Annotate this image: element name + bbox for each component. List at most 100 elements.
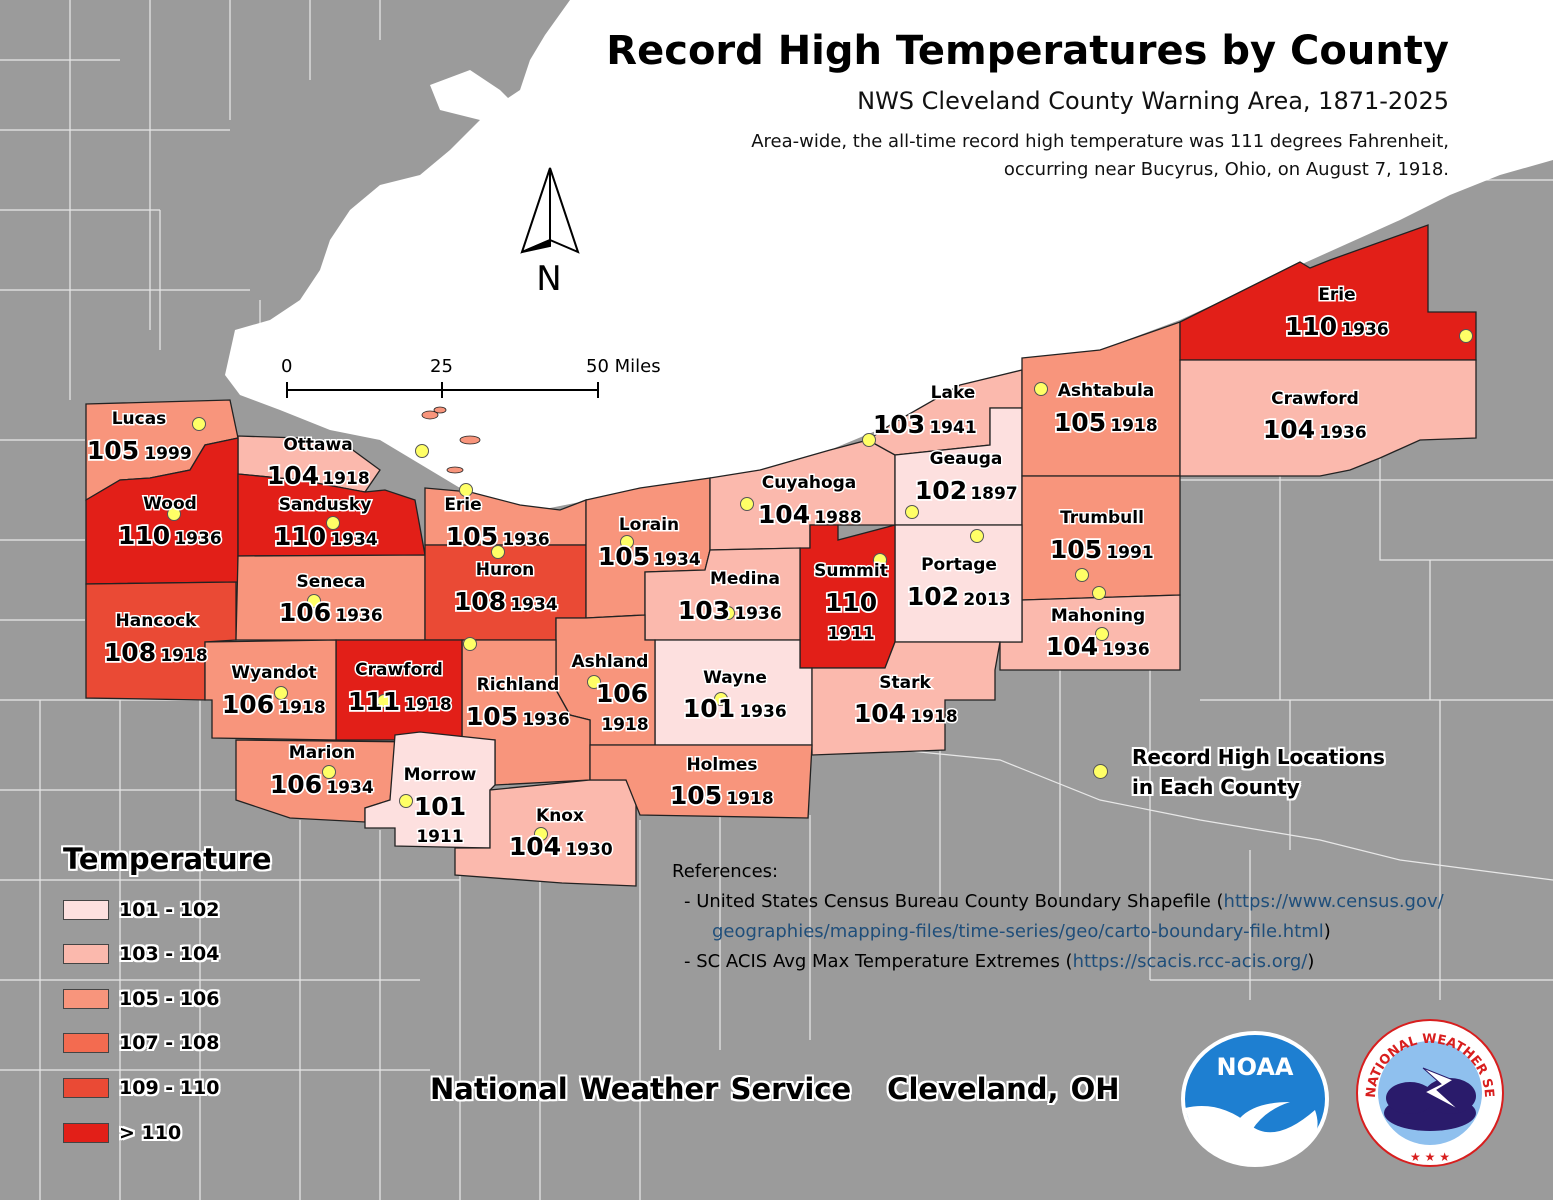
label-year-cuyahoga: 1988: [814, 508, 861, 528]
legend-swatch: [63, 1033, 109, 1053]
label-name-hancock: Hancock: [116, 611, 198, 631]
label-temp-wyandot: 106: [222, 690, 274, 719]
label-year-knox: 1930: [565, 840, 612, 860]
label-name-crawford-oh: Crawford: [355, 660, 443, 680]
label-temp-summit: 110: [825, 588, 877, 617]
legend-item: 101 - 102: [63, 899, 219, 921]
legend-label: 109 - 110: [119, 1077, 220, 1099]
label-year-ottawa: 1918: [322, 469, 369, 489]
label-name-ottawa: Ottawa: [283, 435, 352, 455]
label-name-erie-oh: Erie: [444, 495, 481, 515]
label-name-wood: Wood: [143, 494, 197, 514]
label-year-crawford-oh: 1918: [404, 695, 451, 715]
nws-logo: NATIONAL WEATHER SERVICE ★ ★ ★: [1355, 1018, 1504, 1167]
label-temp-ottawa: 104: [267, 461, 319, 490]
label-temp-lucas: 105: [87, 436, 139, 465]
label-year-erie-oh: 1936: [502, 530, 549, 550]
label-name-richland: Richland: [477, 675, 560, 695]
legend-item: > 110: [63, 1122, 181, 1144]
legend-swatch: [63, 944, 109, 964]
point-legend-line1: Record High Locations: [1132, 745, 1385, 769]
label-temp-trumbull: 105: [1050, 535, 1102, 564]
record-points: [167, 329, 1473, 841]
label-name-wyandot: Wyandot: [231, 663, 316, 683]
label-name-marion: Marion: [289, 743, 355, 763]
label-year-ashtabula: 1918: [1110, 416, 1157, 436]
legend-label: > 110: [119, 1122, 182, 1144]
noaa-logo-text: NOAA: [1217, 1053, 1294, 1081]
record-note-line1: Area-wide, the all-time record high temp…: [751, 131, 1449, 152]
label-temp-cuyahoga: 104: [758, 500, 810, 529]
label-year-crawford-pa: 1936: [1319, 423, 1366, 443]
scale-label-25: 25: [430, 356, 453, 377]
legend-item: 107 - 108: [63, 1032, 219, 1054]
label-temp-crawford-pa: 104: [1263, 415, 1315, 444]
census-link[interactable]: https://www.census.gov/: [1223, 891, 1444, 912]
county-wyandot: [204, 639, 337, 741]
label-name-erie-pa: Erie: [1318, 285, 1355, 305]
map-title: Record High Temperatures by County: [606, 28, 1449, 74]
label-name-seneca: Seneca: [297, 572, 366, 592]
label-year-seneca: 1936: [335, 606, 382, 626]
label-year-wyandot: 1918: [278, 698, 325, 718]
acis-link[interactable]: https://scacis.rcc-acis.org/: [1072, 951, 1308, 972]
legend-swatch: [63, 989, 109, 1009]
label-name-portage: Portage: [921, 555, 997, 575]
label-temp-geauga: 102: [915, 476, 967, 505]
label-name-lucas: Lucas: [112, 409, 167, 429]
label-year-lorain: 1934: [653, 550, 700, 570]
references: References: - United States Census Burea…: [672, 857, 1444, 977]
label-name-morrow: Morrow: [404, 765, 477, 785]
label-temp-lorain: 105: [598, 542, 650, 571]
label-name-mahoning: Mahoning: [1051, 606, 1145, 626]
lake-erie: [225, 0, 1553, 510]
label-name-knox: Knox: [536, 806, 584, 826]
label-name-wayne: Wayne: [703, 668, 767, 688]
county-labels: Lucas 105 1999 Ottawa 104 1918 Wood 110 …: [85, 284, 1390, 863]
islands: [421, 406, 481, 474]
label-temp-marion: 106: [270, 770, 322, 799]
label-temp-hancock: 108: [104, 638, 156, 667]
census-link-cont[interactable]: geographies/mapping-files/time-series/ge…: [712, 921, 1324, 942]
label-name-ashtabula: Ashtabula: [1058, 381, 1155, 401]
label-name-holmes: Holmes: [686, 755, 757, 775]
label-year-huron: 1934: [510, 595, 557, 615]
record-note: Area-wide, the all-time record high temp…: [689, 128, 1449, 184]
label-year-medina: 1936: [734, 604, 781, 624]
label-temp-lake: 103: [873, 410, 925, 439]
label-year-erie-pa: 1936: [1341, 320, 1388, 340]
reference-census: - United States Census Bureau County Bou…: [684, 891, 1444, 912]
point-legend-line2: in Each County: [1132, 775, 1300, 799]
office-name: National Weather Service: [430, 1072, 852, 1106]
label-year-holmes: 1918: [726, 789, 773, 809]
county-crawford-pa: [1179, 359, 1477, 477]
label-temp-knox: 104: [509, 832, 561, 861]
label-name-cuyahoga: Cuyahoga: [762, 473, 857, 493]
label-year-wood: 1936: [174, 529, 221, 549]
lake-bay: [430, 70, 520, 120]
noaa-logo: NOAA: [1181, 1031, 1329, 1167]
label-year-morrow: 1911: [416, 827, 463, 847]
label-temp-portage: 102: [907, 582, 959, 611]
label-name-medina: Medina: [710, 569, 780, 589]
label-name-stark: Stark: [879, 673, 931, 693]
legend-swatch: [63, 1078, 109, 1098]
legend-item: 103 - 104: [63, 943, 219, 965]
county-morrow: [364, 731, 496, 849]
scale-bar: 0 25 50 Miles: [281, 356, 661, 398]
legend-label: 101 - 102: [119, 899, 220, 921]
office-label: National Weather Service Cleveland, OH: [430, 1072, 1156, 1106]
label-temp-crawford-oh: 111: [348, 687, 400, 716]
svg-text:★ ★ ★: ★ ★ ★: [1410, 1150, 1450, 1164]
reference-acis: - SC ACIS Avg Max Temperature Extremes (…: [684, 951, 1315, 972]
label-name-crawford-pa: Crawford: [1271, 389, 1359, 409]
label-year-ashland: 1918: [601, 715, 648, 735]
label-name-geauga: Geauga: [930, 449, 1003, 469]
county-wayne: [654, 639, 813, 746]
county-holmes: [589, 744, 813, 819]
label-temp-mahoning: 104: [1046, 632, 1098, 661]
label-year-lake: 1941: [929, 418, 976, 438]
legend-label: 107 - 108: [119, 1032, 220, 1054]
label-temp-holmes: 105: [670, 781, 722, 810]
